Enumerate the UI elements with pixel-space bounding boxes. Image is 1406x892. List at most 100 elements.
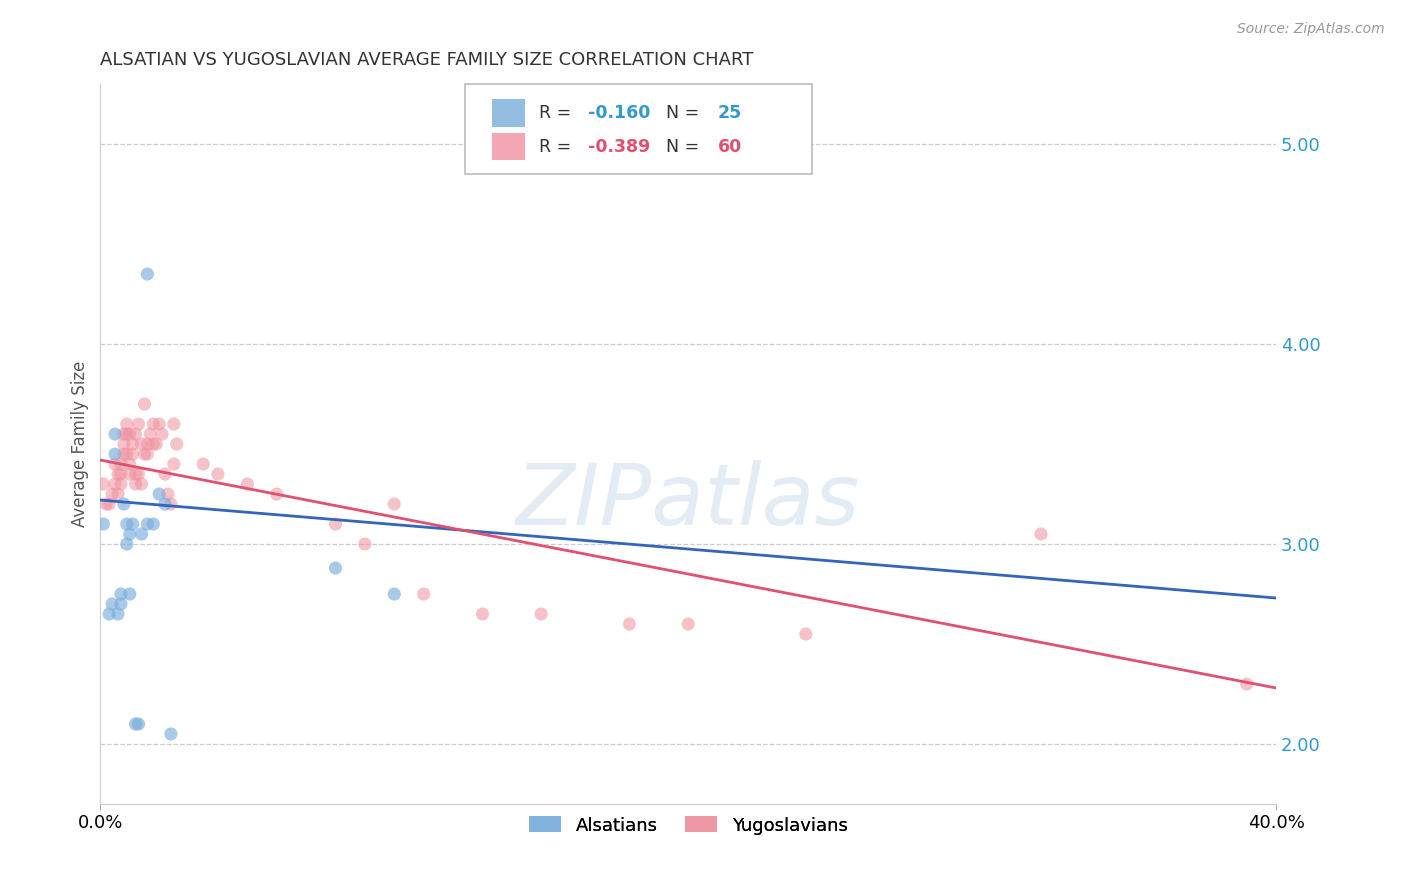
Yugoslavians [112, 437, 135, 451]
Alsatians [136, 516, 159, 531]
Yugoslavians [115, 427, 138, 442]
Yugoslavians [148, 417, 170, 431]
Yugoslavians [136, 447, 159, 461]
Alsatians [101, 597, 124, 611]
Yugoslavians [110, 477, 132, 491]
Bar [492, 133, 524, 161]
Alsatians [110, 587, 132, 601]
Yugoslavians [153, 467, 176, 481]
Yugoslavians [619, 617, 641, 632]
Yugoslavians [163, 417, 186, 431]
Bar [492, 99, 524, 127]
Yugoslavians [142, 417, 165, 431]
Yugoslavians [160, 497, 183, 511]
Yugoslavians [131, 437, 153, 451]
Alsatians [91, 516, 114, 531]
Yugoslavians [115, 447, 138, 461]
Yugoslavians [98, 497, 121, 511]
Alsatians [118, 587, 141, 601]
Text: -0.160: -0.160 [588, 104, 651, 122]
Yugoslavians [1029, 527, 1052, 541]
Yugoslavians [124, 467, 146, 481]
Yugoslavians [134, 447, 156, 461]
Yugoslavians [412, 587, 434, 601]
Alsatians [104, 427, 127, 442]
Yugoslavians [121, 447, 143, 461]
Text: N =: N = [666, 137, 704, 156]
Alsatians [142, 516, 165, 531]
Legend: Alsatians, Yugoslavians: Alsatians, Yugoslavians [522, 809, 855, 842]
Alsatians [112, 497, 135, 511]
Alsatians [107, 607, 129, 621]
Alsatians [118, 527, 141, 541]
Yugoslavians [112, 427, 135, 442]
Yugoslavians [193, 457, 215, 471]
Text: R =: R = [538, 104, 576, 122]
Yugoslavians [110, 457, 132, 471]
Yugoslavians [107, 467, 129, 481]
Yugoslavians [207, 467, 229, 481]
Yugoslavians [104, 457, 127, 471]
FancyBboxPatch shape [465, 84, 811, 174]
Yugoslavians [676, 617, 699, 632]
Alsatians [110, 597, 132, 611]
Yugoslavians [118, 427, 141, 442]
Yugoslavians [266, 487, 288, 501]
Yugoslavians [134, 397, 156, 411]
Alsatians [325, 561, 347, 575]
Yugoslavians [530, 607, 553, 621]
Yugoslavians [163, 457, 186, 471]
Yugoslavians [118, 457, 141, 471]
Text: R =: R = [538, 137, 576, 156]
Alsatians [104, 447, 127, 461]
Yugoslavians [131, 477, 153, 491]
Yugoslavians [139, 427, 162, 442]
Yugoslavians [115, 417, 138, 431]
Yugoslavians [1236, 677, 1258, 691]
Alsatians [160, 727, 183, 741]
Text: ZIPatlas: ZIPatlas [516, 460, 860, 543]
Text: -0.389: -0.389 [588, 137, 651, 156]
Yugoslavians [124, 427, 146, 442]
Text: Source: ZipAtlas.com: Source: ZipAtlas.com [1237, 22, 1385, 37]
Alsatians [382, 587, 405, 601]
Yugoslavians [96, 497, 118, 511]
Alsatians [98, 607, 121, 621]
Yugoslavians [156, 487, 179, 501]
Alsatians [128, 717, 150, 731]
Text: 25: 25 [717, 104, 742, 122]
Yugoslavians [236, 477, 259, 491]
Yugoslavians [112, 447, 135, 461]
Yugoslavians [142, 437, 165, 451]
Yugoslavians [166, 437, 188, 451]
Yugoslavians [794, 627, 817, 641]
Text: 60: 60 [717, 137, 742, 156]
Yugoslavians [104, 477, 127, 491]
Alsatians [148, 487, 170, 501]
Yugoslavians [107, 487, 129, 501]
Yugoslavians [382, 497, 405, 511]
Yugoslavians [145, 437, 167, 451]
Yugoslavians [471, 607, 494, 621]
Yugoslavians [118, 467, 141, 481]
Yugoslavians [91, 477, 114, 491]
Alsatians [115, 516, 138, 531]
Y-axis label: Average Family Size: Average Family Size [72, 361, 89, 527]
Alsatians [153, 497, 176, 511]
Yugoslavians [128, 417, 150, 431]
Yugoslavians [136, 437, 159, 451]
Alsatians [131, 527, 153, 541]
Text: ALSATIAN VS YUGOSLAVIAN AVERAGE FAMILY SIZE CORRELATION CHART: ALSATIAN VS YUGOSLAVIAN AVERAGE FAMILY S… [100, 51, 754, 69]
Yugoslavians [124, 477, 146, 491]
Text: N =: N = [666, 104, 704, 122]
Yugoslavians [110, 467, 132, 481]
Yugoslavians [128, 467, 150, 481]
Alsatians [115, 537, 138, 551]
Yugoslavians [354, 537, 377, 551]
Alsatians [136, 267, 159, 281]
Yugoslavians [121, 437, 143, 451]
Yugoslavians [150, 427, 173, 442]
Yugoslavians [101, 487, 124, 501]
Alsatians [124, 717, 146, 731]
Alsatians [121, 516, 143, 531]
